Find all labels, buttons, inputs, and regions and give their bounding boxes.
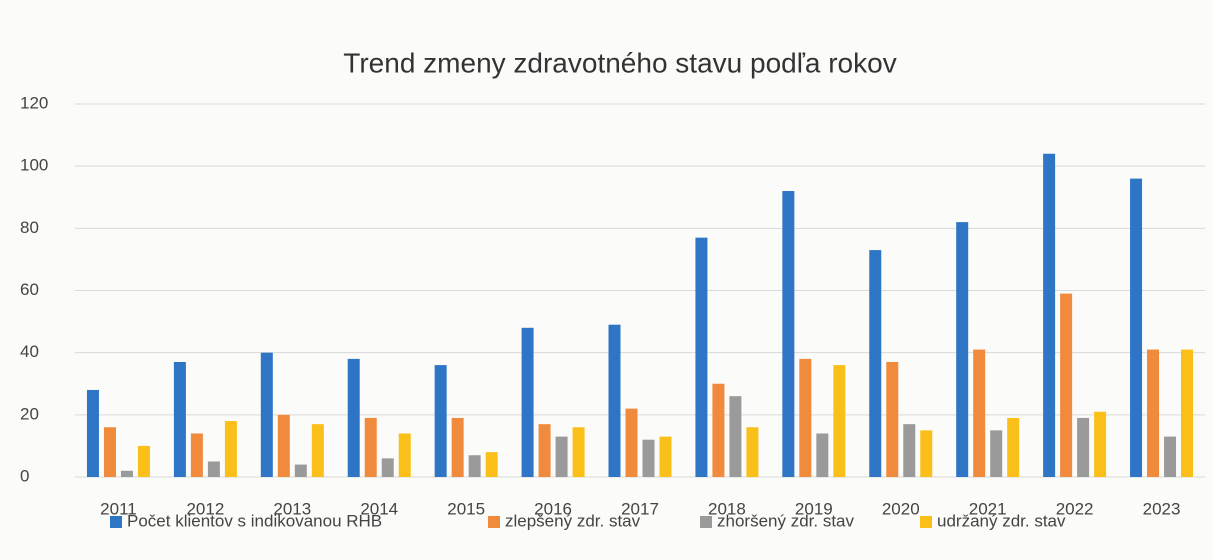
bar [729, 396, 742, 477]
x-tick-label: 2012 [186, 499, 224, 518]
bar [782, 191, 795, 478]
bar [485, 452, 498, 477]
bar [86, 389, 99, 477]
y-tick-label: 120 [20, 93, 48, 112]
x-tick-label: 2016 [534, 499, 572, 518]
legend-swatch [110, 516, 122, 528]
y-tick-label: 80 [20, 218, 39, 237]
bar [364, 417, 377, 477]
x-tick-label: 2020 [882, 499, 920, 518]
legend-label: zlepšený zdr. stav [505, 511, 641, 530]
bar [695, 237, 708, 477]
y-tick-label: 40 [20, 342, 39, 361]
bar [799, 358, 812, 477]
bar [120, 470, 133, 477]
bar [642, 439, 655, 477]
bar [886, 361, 899, 477]
bar [1164, 436, 1177, 477]
bar [903, 424, 916, 477]
bar [1181, 349, 1194, 477]
y-tick-label: 100 [20, 156, 48, 175]
bar [869, 250, 882, 477]
bar [1043, 153, 1056, 477]
bar [1094, 411, 1107, 477]
bar [572, 427, 585, 477]
bar [173, 361, 186, 477]
x-tick-label: 2013 [273, 499, 311, 518]
y-tick-label: 20 [20, 404, 39, 423]
bar [224, 421, 237, 477]
bar [451, 417, 464, 477]
bar [137, 445, 150, 477]
bar [1007, 417, 1020, 477]
bar [746, 427, 759, 477]
bar [920, 430, 933, 477]
bar [521, 327, 534, 477]
legend-label: zhoršený zdr. stav [717, 511, 855, 530]
bar [381, 458, 394, 477]
bar [608, 324, 621, 477]
x-tick-label: 2011 [100, 499, 137, 518]
bar [311, 424, 324, 477]
bar [260, 352, 273, 477]
legend-swatch [488, 516, 500, 528]
bar [833, 365, 846, 477]
x-tick-label: 2019 [795, 499, 833, 518]
x-tick-label: 2018 [708, 499, 746, 518]
bar [1147, 349, 1160, 477]
bar [712, 383, 725, 477]
bar [555, 436, 568, 477]
bar [294, 464, 307, 477]
bar [1077, 417, 1090, 477]
bar [625, 408, 638, 477]
x-tick-label: 2023 [1143, 499, 1181, 518]
legend-swatch [700, 516, 712, 528]
bar [990, 430, 1003, 477]
x-tick-label: 2021 [969, 499, 1007, 518]
legend-swatch [920, 516, 932, 528]
bar [1130, 178, 1143, 477]
legend-label: udržaný zdr. stav [937, 511, 1066, 530]
bar [190, 433, 203, 477]
bar [1060, 293, 1073, 477]
bar [347, 358, 360, 477]
bar [659, 436, 672, 477]
x-tick-label: 2022 [1056, 499, 1094, 518]
bar [538, 424, 551, 477]
x-tick-label: 2014 [360, 499, 398, 518]
bar [956, 222, 969, 477]
bar [973, 349, 986, 477]
bar [207, 461, 220, 477]
x-tick-label: 2017 [621, 499, 659, 518]
x-tick-label: 2015 [447, 499, 485, 518]
bar [468, 455, 481, 477]
chart-title: Trend zmeny zdravotného stavu podľa roko… [343, 47, 896, 78]
bar [398, 433, 411, 477]
bar [103, 427, 116, 477]
bar [434, 365, 447, 477]
bar [277, 414, 290, 477]
legend-label: Počet klientov s indikovanou RHB [127, 511, 382, 530]
y-tick-label: 0 [20, 466, 29, 485]
y-tick-label: 60 [20, 280, 39, 299]
bar [816, 433, 829, 477]
